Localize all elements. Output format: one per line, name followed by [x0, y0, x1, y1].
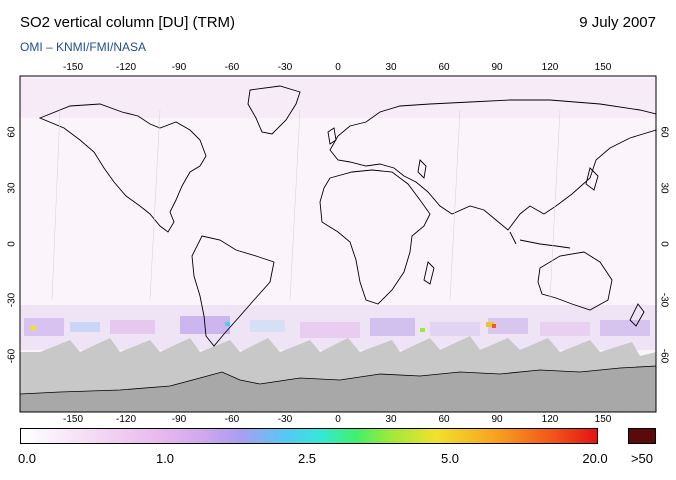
map-date: 9 July 2007	[579, 14, 656, 31]
legend-label-4: 20.0	[582, 451, 608, 466]
lon-tick-bottom-6: 30	[385, 414, 397, 425]
lon-tick-top-6: 30	[385, 62, 397, 73]
lon-tick-bottom-5: 0	[335, 414, 341, 425]
lon-tick-bottom-1: -120	[115, 414, 137, 425]
lon-tick-top-8: 90	[491, 62, 503, 73]
lat-tick-left-0: 60	[6, 126, 18, 138]
lon-tick-bottom-3: -60	[224, 414, 240, 425]
color-scale-bar	[20, 428, 598, 444]
lat-tick-left-4: -60	[6, 348, 18, 364]
lon-tick-bottom-9: 120	[541, 414, 559, 425]
lon-tick-top-0: -150	[62, 62, 84, 73]
lat-tick-right-1: 30	[658, 182, 670, 194]
legend-over-label: >50	[630, 451, 654, 466]
lon-tick-bottom-7: 60	[438, 414, 450, 425]
over-range-swatch	[628, 428, 656, 444]
map-title: SO2 vertical column [DU] (TRM)	[20, 14, 236, 31]
lon-tick-top-4: -30	[277, 62, 293, 73]
lon-tick-top-1: -120	[115, 62, 137, 73]
lon-tick-top-7: 60	[438, 62, 450, 73]
lon-tick-top-5: 0	[335, 62, 341, 73]
legend-label-3: 5.0	[440, 451, 460, 466]
legend-label-1: 1.0	[155, 451, 175, 466]
lon-tick-top-10: 150	[594, 62, 612, 73]
lon-tick-bottom-8: 90	[491, 414, 503, 425]
plot-frame	[19, 75, 657, 413]
lon-tick-bottom-0: -150	[62, 414, 84, 425]
lon-tick-bottom-10: 150	[594, 414, 612, 425]
data-credit: OMI – KNMI/FMI/NASA	[20, 40, 147, 54]
lat-tick-right-3: -30	[658, 292, 670, 308]
lat-tick-left-3: -30	[6, 292, 18, 308]
lat-tick-left-2: 0	[6, 241, 18, 247]
orbit-tracks	[51, 109, 561, 301]
lon-tick-bottom-2: -90	[171, 414, 187, 425]
legend-label-0: 0.0	[17, 451, 37, 466]
antarctica	[20, 365, 656, 412]
lon-tick-top-2: -90	[171, 62, 187, 73]
lon-tick-top-3: -60	[224, 62, 240, 73]
lat-tick-right-0: 60	[658, 126, 670, 138]
lon-tick-bottom-4: -30	[277, 414, 293, 425]
lat-tick-right-4: -60	[658, 348, 670, 364]
lon-tick-top-9: 120	[541, 62, 559, 73]
coastlines	[38, 85, 656, 347]
lat-tick-left-1: 30	[6, 182, 18, 194]
lat-tick-right-2: 0	[658, 241, 670, 247]
arctic-speckle	[20, 78, 656, 118]
legend-label-2: 2.5	[297, 451, 317, 466]
